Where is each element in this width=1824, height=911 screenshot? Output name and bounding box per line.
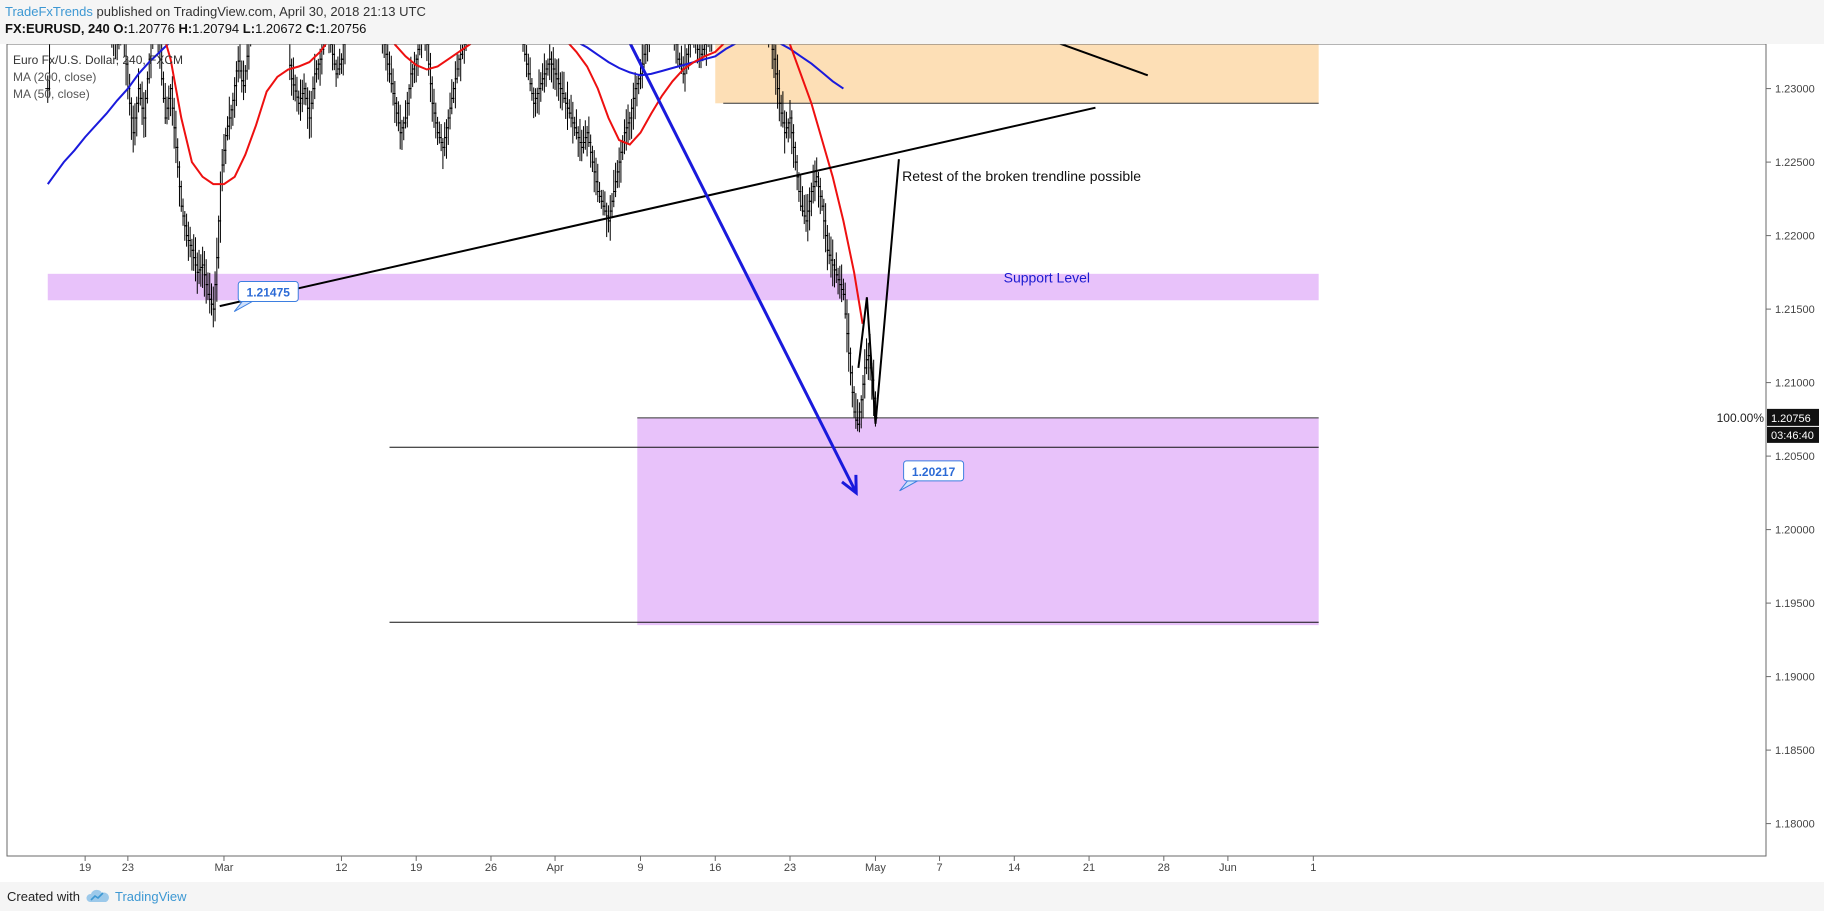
ohlc-bar (246, 44, 250, 70)
price-tick-label: 1.22000 (1775, 231, 1815, 243)
author-link[interactable]: TradeFxTrends (5, 4, 93, 19)
price-tick-label: 1.18500 (1775, 745, 1815, 757)
price-tick-label: 1.21500 (1775, 304, 1815, 316)
ohlc-bar (328, 44, 330, 54)
time-tick-label: 16 (709, 862, 721, 874)
tradingview-link[interactable]: TradingView (115, 889, 187, 904)
ohlc-bar (421, 44, 423, 59)
publish-line: TradeFxTrends published on TradingView.c… (5, 4, 426, 19)
downtrend-arrow-head (841, 474, 858, 496)
price-tag-box (237, 281, 299, 303)
ohlc-bar (648, 44, 650, 53)
time-tick-label: Apr (546, 862, 563, 874)
time-axis: 19 23 Mar 12 19 26 Apr 9 16 23 May 7 14 21 28 Jun 1 (79, 856, 1316, 874)
annotations-layer: 1.21475 1.20217 Retest of the broken trend… (233, 168, 1765, 492)
ohlc-bar (424, 44, 426, 51)
projection-path (857, 159, 900, 424)
price-tick-label: 1.20500 (1775, 451, 1815, 463)
time-tick-label: 19 (79, 862, 91, 874)
ma50-line (165, 44, 864, 324)
time-tick-label: Jun (1219, 862, 1237, 874)
ohlc-bar (47, 44, 51, 98)
tag-1.21475: 1.21475 (233, 281, 299, 312)
time-tick-label: 26 (485, 862, 497, 874)
ohlc-open: O:1.20776 (113, 21, 175, 36)
price-tick-label: 1.18000 (1775, 819, 1815, 831)
time-tick-label: 7 (936, 862, 942, 874)
ohlc-bar (114, 44, 116, 60)
ohlc-bar (695, 44, 697, 54)
footer-bar: Created with TradingView (0, 882, 1824, 911)
price-tag-box (903, 460, 965, 482)
time-tick-label: 14 (1008, 862, 1020, 874)
price-tick-label: 1.21000 (1775, 378, 1815, 390)
resistance-zone (715, 44, 1319, 104)
tag-1.20217: 1.20217 (899, 460, 965, 492)
ohlc-bar (113, 44, 115, 57)
symbol-line: FX:EURUSD, 240 O:1.20776 H:1.20794 L:1.2… (5, 21, 366, 36)
drawings-layer (219, 44, 1149, 496)
legend-ma50: MA (50, close) (13, 87, 90, 101)
time-tick-label: Mar (214, 862, 233, 874)
ohlc-bars-layer (45, 44, 878, 433)
chart-legend: Euro Fx/U.S. Dollar, 240, FXCM MA (200, … (13, 53, 183, 101)
price-tick-label: 1.22500 (1775, 157, 1815, 169)
time-tick-label: May (865, 862, 886, 874)
price-tag-text: 1.21475 (247, 286, 291, 300)
retest-annotation: Retest of the broken trendline possible (902, 168, 1141, 184)
ohlc-bar (157, 44, 159, 53)
ohlc-bar (123, 44, 125, 58)
time-tick-label: 23 (122, 862, 134, 874)
current-price-label: 1.20756 (1771, 413, 1811, 425)
time-tick-label: 19 (410, 862, 422, 874)
price-chart[interactable]: 1.21475 1.20217 Retest of the broken trend… (0, 44, 1824, 882)
time-tick-label: 1 (1310, 862, 1316, 874)
time-tick-label: 28 (1158, 862, 1170, 874)
price-axis: 1.245001.240001.235001.230001.225001.220… (1766, 84, 1819, 831)
price-tick-label: 1.23000 (1775, 84, 1815, 96)
ascending-trendline (219, 106, 1096, 308)
countdown-label: 03:46:40 (1771, 430, 1814, 442)
published-text: published on TradingView.com, April 30, … (96, 4, 426, 19)
ohlc-close: C:1.20756 (305, 21, 367, 36)
legend-ma200: MA (200, close) (13, 70, 96, 84)
legend-title: Euro Fx/U.S. Dollar, 240, FXCM (13, 53, 183, 67)
zones-layer (47, 44, 1319, 626)
time-tick-label: 9 (637, 862, 643, 874)
time-tick-label: 23 (784, 862, 796, 874)
moving-averages-layer (46, 44, 864, 324)
price-tick-label: 1.19000 (1775, 672, 1815, 684)
ohlc-bar (381, 44, 383, 54)
ohlc-bar (709, 44, 711, 52)
price-tick-label: 1.20000 (1775, 525, 1815, 537)
ohlc-bar (148, 44, 152, 79)
time-tick-label: 21 (1083, 862, 1095, 874)
price-tag-text: 1.20217 (912, 465, 956, 479)
current-price-box (1767, 408, 1819, 426)
publish-header: TradeFxTrends published on TradingView.c… (0, 0, 1824, 44)
created-with-text: Created with (7, 889, 80, 904)
time-tick-label: 12 (335, 862, 347, 874)
fib-100-label: 100.00% (1717, 411, 1765, 425)
ma200-line (46, 44, 844, 185)
support-level-label: Support Level (1004, 270, 1090, 286)
countdown-box (1767, 426, 1819, 443)
tradingview-cloud-icon (86, 889, 109, 902)
ohlc-high: H:1.20794 (178, 21, 240, 36)
price-tick-label: 1.19500 (1775, 598, 1815, 610)
symbol-label: FX:EURUSD, 240 (5, 21, 110, 36)
fib-zone (637, 417, 1319, 626)
ohlc-bar (417, 44, 421, 56)
ohlc-low: L:1.20672 (242, 21, 303, 36)
downtrend-arrow-line (628, 44, 858, 494)
